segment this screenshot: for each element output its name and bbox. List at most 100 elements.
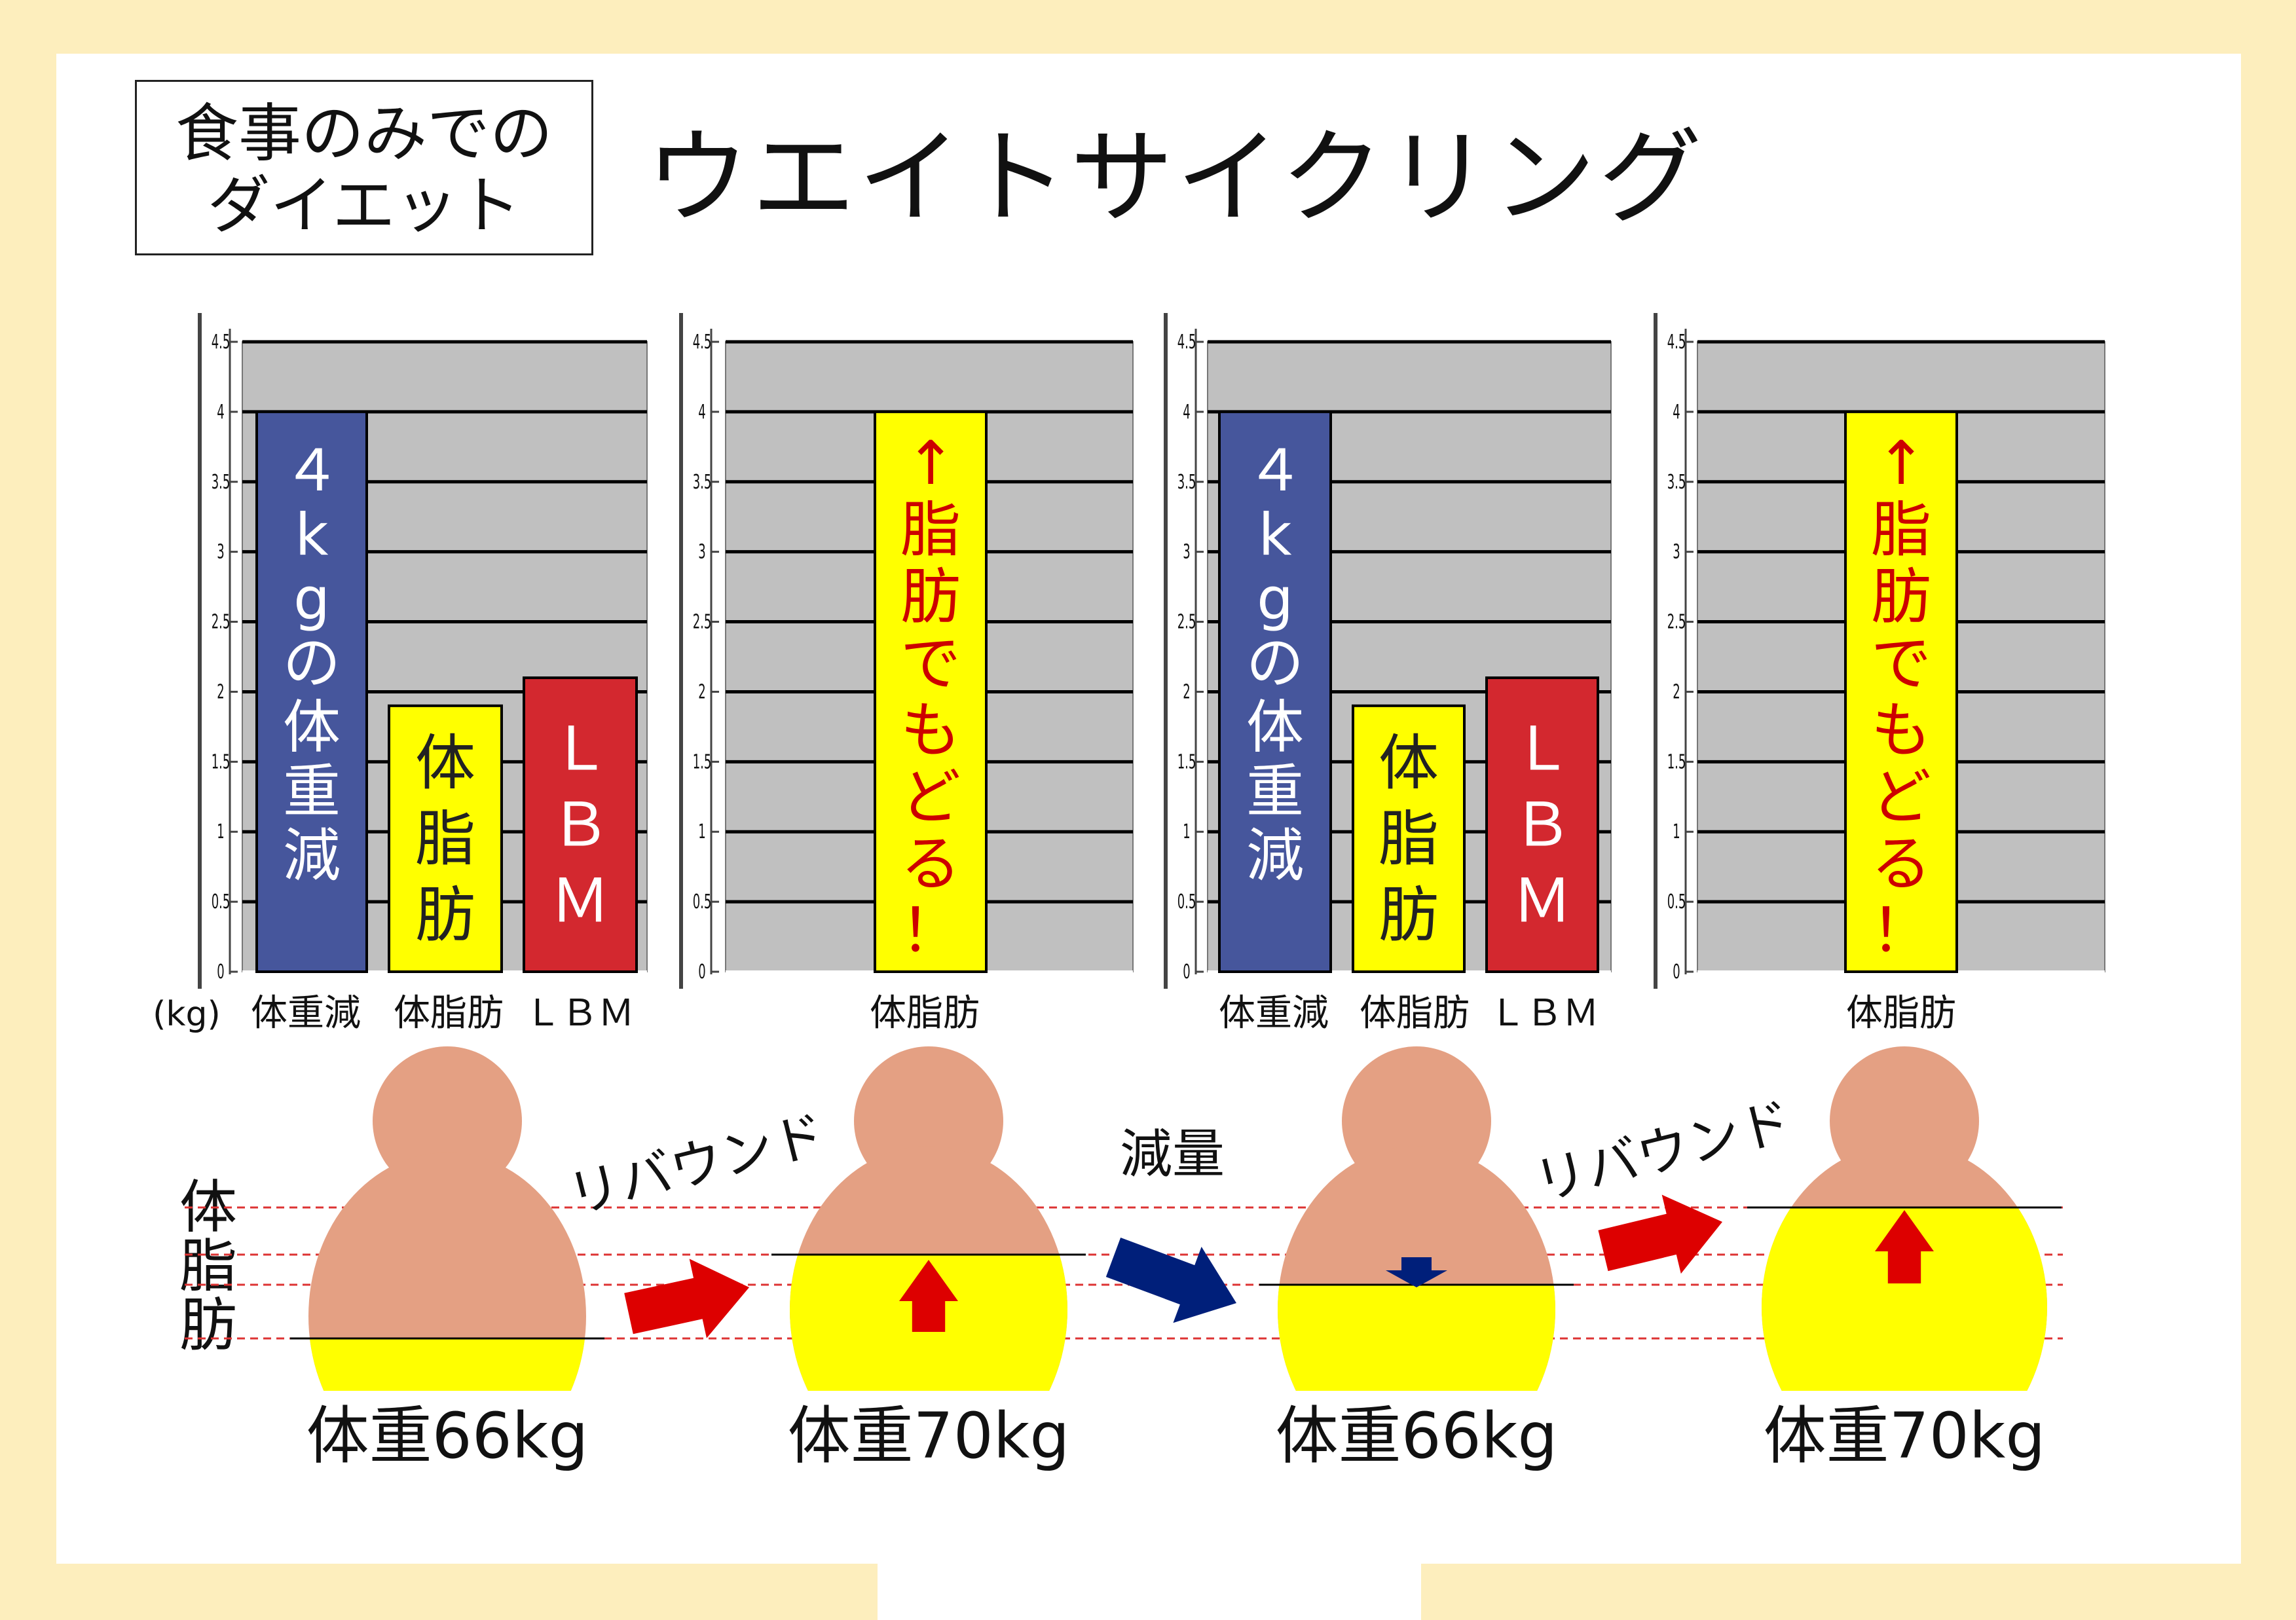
y-tick-label: 3 <box>217 540 224 563</box>
y-tick-label: 2.5 <box>1667 610 1686 633</box>
y-tick-label: 3 <box>1183 540 1190 563</box>
bar-text-char: Ｍ <box>1512 866 1572 936</box>
bar-体脂肪 <box>388 704 503 974</box>
fat-up-arrow <box>899 1260 958 1332</box>
y-tick-label: 0.5 <box>1177 890 1196 913</box>
body-skin <box>308 1152 586 1391</box>
bar-体脂肪 <box>1844 410 1958 973</box>
y-tick-label: 2 <box>698 680 705 703</box>
bar-text-char: 脂 <box>1871 495 1931 565</box>
bar-text-char: 脂 <box>415 804 475 874</box>
bar-text-char: の <box>1246 629 1304 697</box>
bar-text-char: ！ <box>1871 896 1931 966</box>
y-tick-label: 0 <box>1673 960 1680 983</box>
y-tick-label: 1.5 <box>212 750 231 773</box>
bar-text-char: も <box>1871 695 1931 765</box>
figure-1: 体重66kg <box>290 1046 604 1473</box>
y-tick-label: 0 <box>1183 960 1190 983</box>
bar-text-char: も <box>900 695 961 765</box>
bar-text-char: ！ <box>900 896 961 966</box>
y-unit-label: (kg) <box>153 995 221 1034</box>
bar-text-char: の <box>283 629 341 697</box>
category-label: 体脂肪 <box>1360 992 1470 1035</box>
bar-text-char: る <box>1871 829 1931 899</box>
bar-text-char: 減 <box>283 822 341 889</box>
y-tick-label: 1.5 <box>1667 750 1686 773</box>
diet-tag-line1: 食事のみでの <box>176 97 553 170</box>
bar-text-char: で <box>1871 629 1931 699</box>
bar-体重減 <box>255 410 368 973</box>
bar-text-char: g <box>293 565 330 633</box>
y-tick-label: 0 <box>698 960 705 983</box>
bar-text-char: ４ <box>283 437 341 504</box>
y-tick-label: 2 <box>1183 680 1190 703</box>
y-tick-label: 4.5 <box>1177 330 1196 353</box>
bar-ＬＢＭ <box>523 676 638 973</box>
y-tick-label: 1 <box>1183 820 1190 843</box>
y-tick-label: 4.5 <box>1667 330 1686 353</box>
bar-体脂肪 <box>1352 704 1466 974</box>
diet-tag-box: 食事のみでの ダイエット <box>135 80 593 255</box>
bar-text-char: 肪 <box>1871 562 1931 632</box>
bar-text-char: る <box>900 829 961 899</box>
diet-tag-line2: ダイエット <box>207 169 521 242</box>
y-tick-label: 4 <box>698 400 705 423</box>
y-tick-label: 4 <box>1673 400 1680 423</box>
y-tick-label: 3.5 <box>212 470 231 493</box>
figure-4: 体重70kg <box>1747 1046 2062 1473</box>
bar-text-char: 肪 <box>1379 880 1439 950</box>
y-tick-label: 3 <box>1673 540 1680 563</box>
y-tick-label: 2.5 <box>212 610 231 633</box>
y-tick-label: 1 <box>698 820 705 843</box>
fat-down-arrow <box>1386 1257 1447 1287</box>
bar-text-char: ど <box>900 762 961 832</box>
bar-text-char: 体 <box>1246 693 1304 761</box>
fat-layer <box>1278 1285 1555 1391</box>
y-tick-label: 0.5 <box>693 890 712 913</box>
rebound-arrow <box>1598 1194 1722 1274</box>
y-tick-label: 3.5 <box>1177 470 1196 493</box>
fat-up-arrow <box>1875 1210 1934 1283</box>
footer <box>878 1513 1421 1620</box>
bar-text-char: Ｍ <box>550 866 610 936</box>
y-tick-label: 1 <box>1673 820 1680 843</box>
category-label: 体脂肪 <box>870 992 980 1035</box>
body <box>308 1152 586 1391</box>
y-tick-label: 3 <box>698 540 705 563</box>
bar-体脂肪 <box>874 410 988 973</box>
y-tick-label: 2 <box>1673 680 1680 703</box>
bar-text-char: 体 <box>415 728 475 798</box>
y-tick-label: 4.5 <box>693 330 712 353</box>
y-tick-label: 0.5 <box>1667 890 1686 913</box>
bar-text-char: ↑ <box>905 428 955 498</box>
weight-label: 体重66kg <box>306 1399 589 1473</box>
y-tick-label: 0 <box>217 960 224 983</box>
page-title: ウエイトサイクリング <box>646 118 1705 238</box>
bar-text-char: Ｂ <box>1512 790 1572 860</box>
body-fat <box>1762 1207 2047 1391</box>
y-tick-label: 4 <box>217 400 224 423</box>
bar-ＬＢＭ <box>1485 676 1599 973</box>
bar-text-char: で <box>900 629 961 699</box>
category-label: ＬＢＭ <box>1489 992 1599 1035</box>
category-label: 体脂肪 <box>1846 992 1956 1035</box>
weight-label: 体重70kg <box>788 1399 1070 1473</box>
bar-体重減 <box>1218 410 1332 973</box>
bar-text-char: 脂 <box>900 495 961 565</box>
bar-text-char: Ｌ <box>550 714 610 784</box>
y-tick-label: 3.5 <box>1667 470 1686 493</box>
side-label-char: 肪 <box>179 1291 237 1359</box>
bar-text-char: k <box>295 501 329 568</box>
bar-text-char: 肪 <box>415 880 475 950</box>
y-tick-label: 2.5 <box>1177 610 1196 633</box>
bar-text-char: 体 <box>283 693 341 761</box>
bar-text-char: 脂 <box>1379 804 1439 874</box>
category-label: 体脂肪 <box>394 992 504 1035</box>
y-tick-label: 4.5 <box>212 330 231 353</box>
bar-text-char: ど <box>1871 762 1931 832</box>
